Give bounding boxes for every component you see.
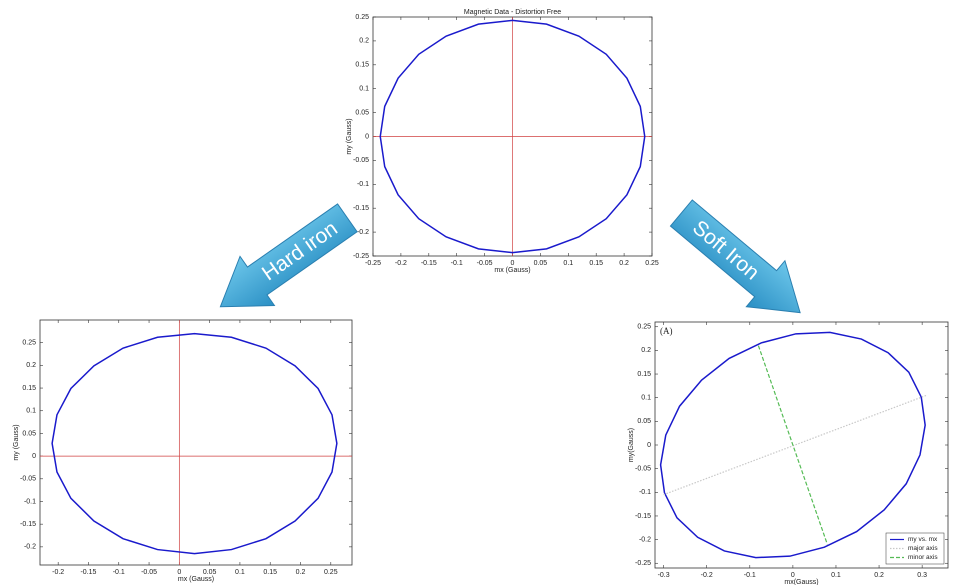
x-tick-label: -0.25 [365,260,381,267]
y-axis-label: my(Gauss) [628,428,635,462]
x-tick-label: -0.1 [451,260,463,267]
x-tick-label: 0.1 [563,260,573,267]
soft-iron-arrow: Soft Iron [669,199,801,314]
plot-area [654,321,949,569]
x-tick-label: 0 [791,572,795,579]
series-line [51,332,338,555]
y-tick-label: 0.25 [355,14,369,21]
x-tick-label: 0.1 [235,569,245,576]
y-tick-label: -0.05 [20,476,36,483]
chart-title: Magnetic Data - Distortion Free [464,9,561,16]
x-tick-label: 0 [511,260,515,267]
legend-label: minor axis [908,554,938,561]
x-tick-label: 0.25 [324,569,338,576]
x-tick-label: 0.2 [619,260,629,267]
y-tick-label: 0.05 [355,109,369,116]
x-tick-label: 0.05 [203,569,217,576]
hard-iron-arrow: Hard iron [219,203,358,308]
y-tick-label: -0.25 [635,560,651,567]
legend: my vs. mx major axis minor axis [885,532,945,565]
x-tick-label: 0.05 [534,260,548,267]
x-tick-label: 0.15 [263,569,277,576]
y-tick-label: -0.1 [639,489,651,496]
x-tick-label: -0.2 [395,260,407,267]
x-tick-label: -0.1 [744,572,756,579]
x-axis-label: mx (Gauss) [494,267,530,274]
y-tick-label: -0.2 [24,544,36,551]
y-tick-label: 0.1 [359,86,369,93]
y-tick-label: 0.1 [641,395,651,402]
y-tick-label: -0.2 [357,229,369,236]
y-tick-label: -0.15 [635,513,651,520]
y-axis-label: my (Gauss) [346,118,353,154]
y-tick-label: 0.05 [22,430,36,437]
y-tick-label: 0 [647,442,651,449]
series-line [757,345,828,545]
legend-label: major axis [908,545,938,552]
x-axis-label: mx(Gauss) [784,579,818,585]
y-tick-label: -0.1 [24,498,36,505]
x-tick-label: 0.2 [296,569,306,576]
y-tick-label: 0 [32,453,36,460]
series-line [659,331,926,559]
y-tick-label: 0.15 [355,62,369,69]
annotation: (A) [660,326,673,336]
x-tick-label: 0.1 [831,572,841,579]
x-tick-label: -0.15 [421,260,437,267]
y-axis-label: my (Gauss) [13,424,20,460]
x-tick-label: -0.05 [141,569,157,576]
y-tick-label: 0.05 [637,418,651,425]
x-tick-label: -0.2 [52,569,64,576]
y-tick-label: -0.1 [357,181,369,188]
y-tick-label: 0.2 [26,362,36,369]
x-tick-label: 0.15 [589,260,603,267]
legend-box [885,532,945,565]
y-tick-label: 0 [365,133,369,140]
y-tick-label: -0.15 [353,205,369,212]
y-tick-label: 0.2 [359,38,369,45]
series-line [663,394,927,496]
x-tick-label: -0.2 [701,572,713,579]
plot-area [39,319,353,566]
x-tick-label: -0.15 [80,569,96,576]
x-tick-label: 0.3 [917,572,927,579]
x-tick-label: 0.25 [645,260,659,267]
y-tick-label: -0.05 [635,465,651,472]
y-tick-label: -0.25 [353,253,369,260]
x-tick-label: -0.05 [477,260,493,267]
x-tick-label: -0.3 [658,572,670,579]
y-tick-label: 0.15 [637,371,651,378]
x-axis-label: mx (Gauss) [178,576,214,583]
y-tick-label: -0.15 [20,521,36,528]
y-tick-label: 0.25 [637,324,651,331]
y-tick-label: -0.05 [353,157,369,164]
y-tick-label: -0.2 [639,536,651,543]
legend-label: my vs. mx [908,536,938,543]
y-tick-label: 0.15 [22,385,36,392]
y-tick-label: 0.1 [26,408,36,415]
x-tick-label: 0.2 [874,572,884,579]
series-line [379,19,646,254]
y-tick-label: 0.25 [22,340,36,347]
x-tick-label: 0 [177,569,181,576]
x-tick-label: -0.1 [113,569,125,576]
y-tick-label: 0.2 [641,347,651,354]
